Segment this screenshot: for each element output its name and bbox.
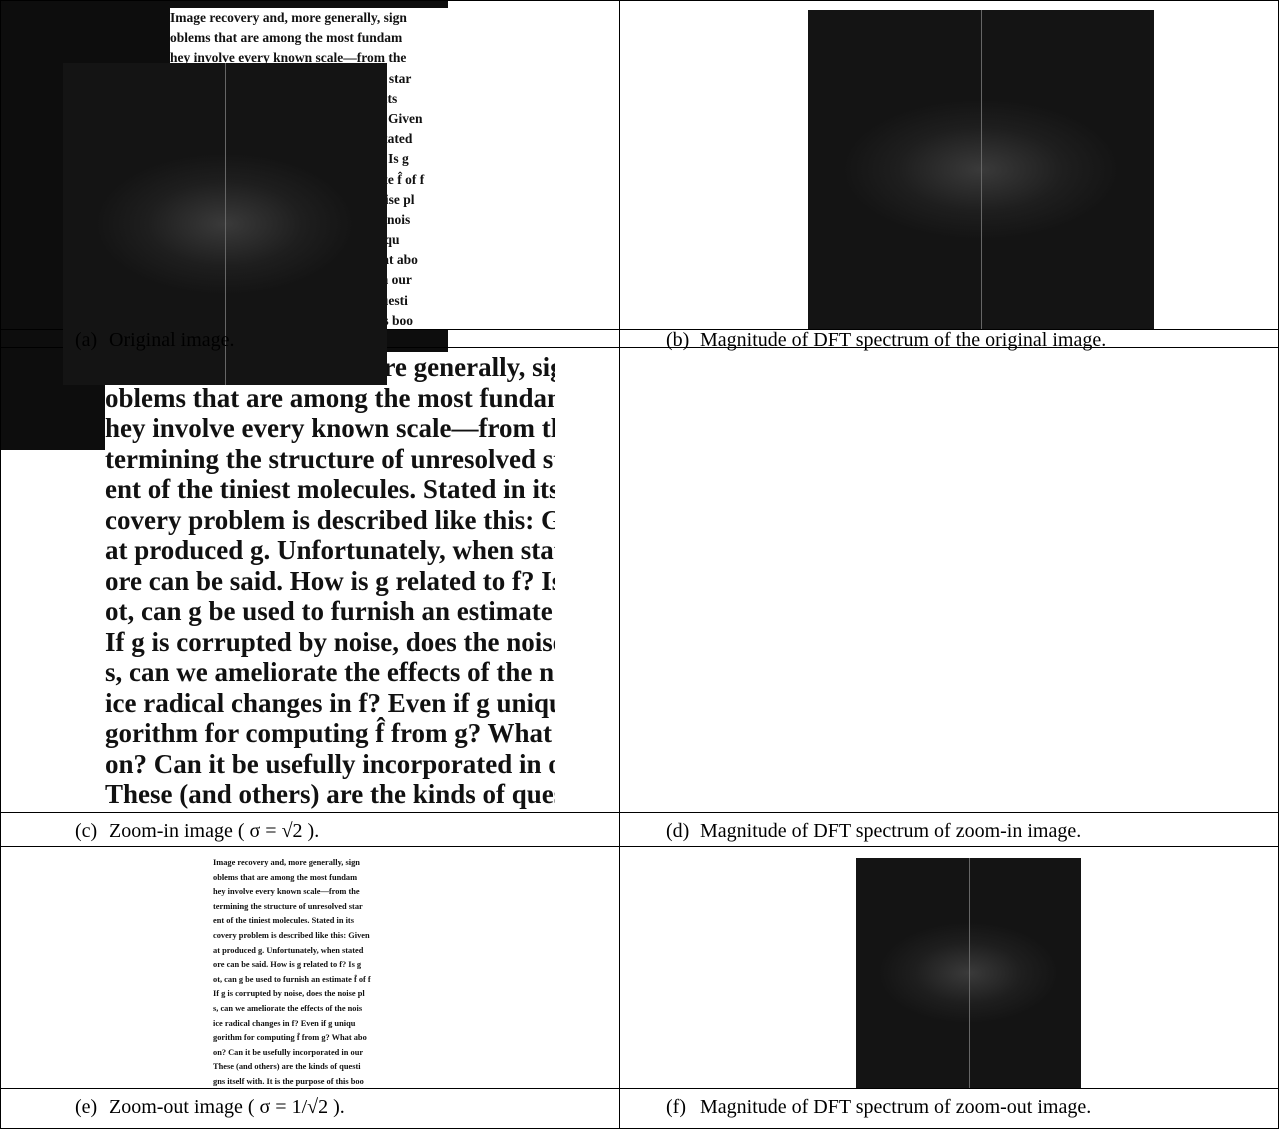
scan-line: oblems that are among the most fundam [170, 28, 555, 48]
caption-label: (e) [75, 1096, 109, 1119]
caption: (c)Zoom-in image ( σ = √2 ). [75, 820, 319, 843]
scan-line: ore can be said. How is g related to f? … [213, 958, 445, 973]
scan-line: on? Can it be usefully incorporated in o… [213, 1046, 445, 1061]
figure: Image recovery and, more generally, sign… [0, 0, 1279, 450]
table-cell [619, 347, 1279, 813]
scan-line: ent of the tiniest molecules. Stated in … [105, 474, 555, 505]
scanned-text-image: Image recovery and, more generally, sign… [213, 856, 445, 1088]
scan-line: ot, can g be used to furnish an estimate… [105, 596, 555, 627]
scan-line: ot, can g be used to furnish an estimate… [213, 973, 445, 988]
scanned-text-image: Image recovery and, more generally, sign… [105, 352, 555, 812]
scan-line: at produced g. Unfortunately, when state… [105, 535, 555, 566]
scan-line: s, can we ameliorate the effects of the … [105, 657, 555, 688]
caption: (b)Magnitude of DFT spectrum of the orig… [666, 329, 1106, 352]
scan-line: ent of the tiniest molecules. Stated in … [213, 914, 445, 929]
scan-line: ore can be said. How is g related to f? … [105, 566, 555, 597]
caption-label: (d) [666, 820, 700, 843]
caption: (f)Magnitude of DFT spectrum of zoom-out… [666, 1096, 1091, 1119]
caption-label: (c) [75, 820, 109, 843]
scan-line: If g is corrupted by noise, does the noi… [105, 627, 555, 658]
scan-line: on? Can it be usefully incorporated in o… [105, 749, 555, 780]
scan-line: gorithm for computing f̂ from g? What ab… [105, 718, 555, 749]
dft-spectrum [0, 0, 448, 450]
caption-text: Magnitude of DFT spectrum of zoom-out im… [700, 1096, 1091, 1118]
caption: (e)Zoom-out image ( σ = 1/√2 ). [75, 1096, 345, 1119]
caption: (d)Magnitude of DFT spectrum of zoom-in … [666, 820, 1081, 843]
page: Image recovery and, more generally, sign… [0, 0, 1279, 1128]
scan-line: covery problem is described like this: G… [213, 929, 445, 944]
scan-line: termining the structure of unresolved st… [105, 444, 555, 475]
caption-label: (f) [666, 1096, 700, 1119]
scan-line: These (and others) are the kinds of ques… [213, 1060, 445, 1075]
caption-text: Original image. [109, 329, 235, 351]
dft-spectrum [856, 858, 1081, 1088]
dft-spectrum [808, 10, 1154, 329]
scan-line: ice radical changes in f? Even if g uniq… [213, 1017, 445, 1032]
scan-line: at produced g. Unfortunately, when state… [213, 944, 445, 959]
scan-line: termining the structure of unresolved st… [213, 900, 445, 915]
scan-line: oblems that are among the most fundam [105, 383, 555, 414]
scan-line: oblems that are among the most fundam [213, 871, 445, 886]
caption-label: (b) [666, 329, 700, 352]
caption-text: Zoom-in image ( σ = √2 ). [109, 820, 319, 842]
caption-text: Magnitude of DFT spectrum of the origina… [700, 329, 1106, 351]
scan-line: If g is corrupted by noise, does the noi… [213, 987, 445, 1002]
caption-text: Zoom-out image ( σ = 1/√2 ). [109, 1096, 345, 1118]
scan-line: gorithm for computing f̂ from g? What ab… [213, 1031, 445, 1046]
scan-line: ice radical changes in f? Even if g uniq… [105, 688, 555, 719]
scan-line: covery problem is described like this: G… [105, 505, 555, 536]
scan-line: hey involve every known scale—from the [105, 413, 555, 444]
caption: (a)Original image. [75, 329, 235, 352]
scan-line: hey involve every known scale—from the [213, 885, 445, 900]
scan-line: These (and others) are the kinds of ques… [105, 779, 555, 810]
scan-line: Image recovery and, more generally, sign [170, 8, 555, 28]
scan-line: gns itself with. It is the purpose of th… [105, 810, 555, 813]
caption-text: Magnitude of DFT spectrum of zoom-in ima… [700, 820, 1081, 842]
scan-line: Image recovery and, more generally, sign [213, 856, 445, 871]
caption-label: (a) [75, 329, 109, 352]
scan-line: gns itself with. It is the purpose of th… [213, 1075, 445, 1088]
scan-line: s, can we ameliorate the effects of the … [213, 1002, 445, 1017]
